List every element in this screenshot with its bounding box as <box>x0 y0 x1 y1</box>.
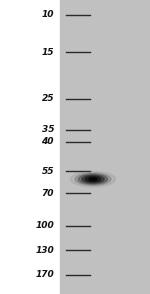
Text: 25: 25 <box>42 94 54 103</box>
Ellipse shape <box>88 178 98 181</box>
Ellipse shape <box>82 175 104 183</box>
Ellipse shape <box>75 173 111 185</box>
Ellipse shape <box>70 171 116 187</box>
Text: 35: 35 <box>42 125 54 134</box>
Text: 130: 130 <box>35 245 54 255</box>
Text: 70: 70 <box>42 189 54 198</box>
Text: 100: 100 <box>35 221 54 230</box>
Text: 55: 55 <box>42 167 54 176</box>
Text: 15: 15 <box>42 48 54 56</box>
Text: 40: 40 <box>42 138 54 146</box>
Ellipse shape <box>78 174 108 184</box>
Text: 10: 10 <box>42 10 54 19</box>
Bar <box>60 0 150 294</box>
Text: 170: 170 <box>35 270 54 279</box>
Ellipse shape <box>91 178 95 180</box>
Ellipse shape <box>85 176 101 182</box>
